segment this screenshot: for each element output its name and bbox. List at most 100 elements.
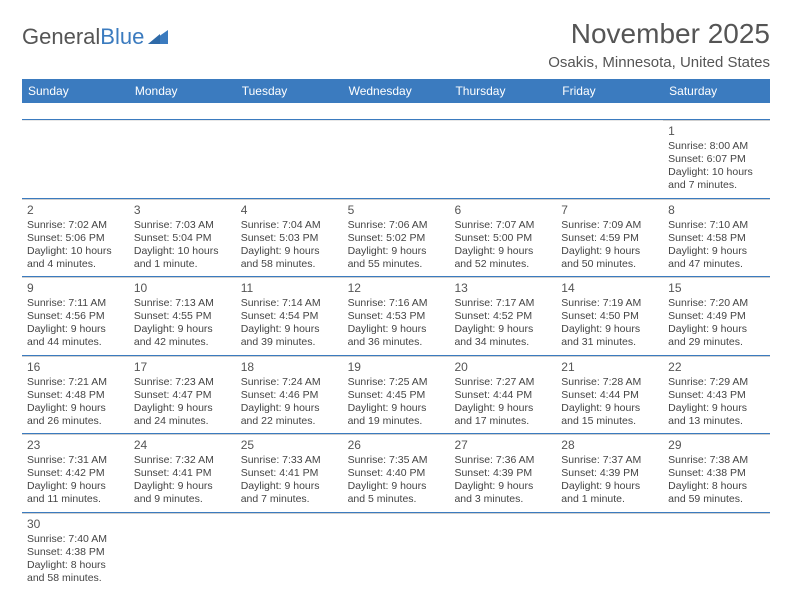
day-cell xyxy=(236,513,343,591)
day-cell: 11Sunrise: 7:14 AMSunset: 4:54 PMDayligh… xyxy=(236,277,343,355)
sail-icon xyxy=(146,28,170,46)
day-number: 5 xyxy=(348,203,445,218)
day-header: Friday xyxy=(556,79,663,103)
week-row: 30Sunrise: 7:40 AMSunset: 4:38 PMDayligh… xyxy=(22,513,770,591)
day-cell xyxy=(556,513,663,591)
sunset-line: Sunset: 4:47 PM xyxy=(134,389,231,402)
day-cell: 23Sunrise: 7:31 AMSunset: 4:42 PMDayligh… xyxy=(22,434,129,512)
daylight-line: Daylight: 9 hours and 17 minutes. xyxy=(454,402,551,428)
day-number: 4 xyxy=(241,203,338,218)
daylight-line: Daylight: 9 hours and 31 minutes. xyxy=(561,323,658,349)
day-cell: 1Sunrise: 8:00 AMSunset: 6:07 PMDaylight… xyxy=(663,120,770,198)
day-number: 16 xyxy=(27,360,124,375)
sunrise-line: Sunrise: 7:07 AM xyxy=(454,219,551,232)
daylight-line: Daylight: 9 hours and 50 minutes. xyxy=(561,245,658,271)
daylight-line: Daylight: 9 hours and 52 minutes. xyxy=(454,245,551,271)
day-number: 19 xyxy=(348,360,445,375)
day-number: 29 xyxy=(668,438,765,453)
sunrise-line: Sunrise: 7:11 AM xyxy=(27,297,124,310)
daylight-line: Daylight: 9 hours and 24 minutes. xyxy=(134,402,231,428)
day-cell: 24Sunrise: 7:32 AMSunset: 4:41 PMDayligh… xyxy=(129,434,236,512)
day-cell xyxy=(556,120,663,198)
day-number: 25 xyxy=(241,438,338,453)
day-number: 23 xyxy=(27,438,124,453)
brand-part1: General xyxy=(22,24,100,50)
daylight-line: Daylight: 10 hours and 4 minutes. xyxy=(27,245,124,271)
sunset-line: Sunset: 4:46 PM xyxy=(241,389,338,402)
sunrise-line: Sunrise: 7:20 AM xyxy=(668,297,765,310)
sunset-line: Sunset: 4:45 PM xyxy=(348,389,445,402)
daylight-line: Daylight: 9 hours and 5 minutes. xyxy=(348,480,445,506)
sunset-line: Sunset: 4:54 PM xyxy=(241,310,338,323)
sunrise-line: Sunrise: 7:36 AM xyxy=(454,454,551,467)
sunset-line: Sunset: 4:38 PM xyxy=(27,546,124,559)
day-cell xyxy=(343,120,450,198)
day-header: Monday xyxy=(129,79,236,103)
month-title: November 2025 xyxy=(548,18,770,50)
day-cell: 10Sunrise: 7:13 AMSunset: 4:55 PMDayligh… xyxy=(129,277,236,355)
brand-part2: Blue xyxy=(100,24,144,50)
daylight-line: Daylight: 9 hours and 3 minutes. xyxy=(454,480,551,506)
daylight-line: Daylight: 9 hours and 55 minutes. xyxy=(348,245,445,271)
week-row: 1Sunrise: 8:00 AMSunset: 6:07 PMDaylight… xyxy=(22,120,770,199)
brand-logo: GeneralBlue xyxy=(22,24,170,50)
day-number: 6 xyxy=(454,203,551,218)
sunrise-line: Sunrise: 7:19 AM xyxy=(561,297,658,310)
day-cell: 25Sunrise: 7:33 AMSunset: 4:41 PMDayligh… xyxy=(236,434,343,512)
sunrise-line: Sunrise: 7:31 AM xyxy=(27,454,124,467)
sunrise-line: Sunrise: 7:29 AM xyxy=(668,376,765,389)
day-number: 13 xyxy=(454,281,551,296)
sunset-line: Sunset: 4:41 PM xyxy=(134,467,231,480)
sunset-line: Sunset: 4:39 PM xyxy=(561,467,658,480)
sunrise-line: Sunrise: 7:06 AM xyxy=(348,219,445,232)
sunrise-line: Sunrise: 7:25 AM xyxy=(348,376,445,389)
daylight-line: Daylight: 9 hours and 58 minutes. xyxy=(241,245,338,271)
day-cell: 8Sunrise: 7:10 AMSunset: 4:58 PMDaylight… xyxy=(663,199,770,277)
week-row: 16Sunrise: 7:21 AMSunset: 4:48 PMDayligh… xyxy=(22,356,770,435)
day-cell: 20Sunrise: 7:27 AMSunset: 4:44 PMDayligh… xyxy=(449,356,556,434)
sunset-line: Sunset: 5:06 PM xyxy=(27,232,124,245)
day-number: 15 xyxy=(668,281,765,296)
sunset-line: Sunset: 4:41 PM xyxy=(241,467,338,480)
calendar: Sunday Monday Tuesday Wednesday Thursday… xyxy=(22,79,770,590)
sunrise-line: Sunrise: 7:38 AM xyxy=(668,454,765,467)
day-cell: 2Sunrise: 7:02 AMSunset: 5:06 PMDaylight… xyxy=(22,199,129,277)
day-cell: 3Sunrise: 7:03 AMSunset: 5:04 PMDaylight… xyxy=(129,199,236,277)
sunrise-line: Sunrise: 7:03 AM xyxy=(134,219,231,232)
sunrise-line: Sunrise: 7:27 AM xyxy=(454,376,551,389)
day-number: 14 xyxy=(561,281,658,296)
day-number: 9 xyxy=(27,281,124,296)
day-cell xyxy=(449,120,556,198)
daylight-line: Daylight: 8 hours and 59 minutes. xyxy=(668,480,765,506)
day-cell: 12Sunrise: 7:16 AMSunset: 4:53 PMDayligh… xyxy=(343,277,450,355)
sunset-line: Sunset: 4:42 PM xyxy=(27,467,124,480)
day-cell xyxy=(449,513,556,591)
day-header: Tuesday xyxy=(236,79,343,103)
daylight-line: Daylight: 9 hours and 13 minutes. xyxy=(668,402,765,428)
daylight-line: Daylight: 9 hours and 26 minutes. xyxy=(27,402,124,428)
day-cell xyxy=(22,120,129,198)
sunset-line: Sunset: 4:50 PM xyxy=(561,310,658,323)
sunset-line: Sunset: 4:48 PM xyxy=(27,389,124,402)
sunset-line: Sunset: 4:58 PM xyxy=(668,232,765,245)
sunset-line: Sunset: 4:38 PM xyxy=(668,467,765,480)
day-cell: 7Sunrise: 7:09 AMSunset: 4:59 PMDaylight… xyxy=(556,199,663,277)
sunrise-line: Sunrise: 7:16 AM xyxy=(348,297,445,310)
sunrise-line: Sunrise: 7:35 AM xyxy=(348,454,445,467)
sunset-line: Sunset: 4:55 PM xyxy=(134,310,231,323)
day-number: 21 xyxy=(561,360,658,375)
day-cell: 15Sunrise: 7:20 AMSunset: 4:49 PMDayligh… xyxy=(663,277,770,355)
day-number: 10 xyxy=(134,281,231,296)
day-cell: 6Sunrise: 7:07 AMSunset: 5:00 PMDaylight… xyxy=(449,199,556,277)
day-cell xyxy=(663,513,770,591)
daylight-line: Daylight: 9 hours and 11 minutes. xyxy=(27,480,124,506)
day-cell xyxy=(236,120,343,198)
day-number: 17 xyxy=(134,360,231,375)
day-number: 24 xyxy=(134,438,231,453)
sunrise-line: Sunrise: 7:21 AM xyxy=(27,376,124,389)
day-number: 20 xyxy=(454,360,551,375)
day-cell: 16Sunrise: 7:21 AMSunset: 4:48 PMDayligh… xyxy=(22,356,129,434)
day-number: 1 xyxy=(668,124,765,139)
daylight-line: Daylight: 10 hours and 7 minutes. xyxy=(668,166,765,192)
week-row: 23Sunrise: 7:31 AMSunset: 4:42 PMDayligh… xyxy=(22,434,770,513)
